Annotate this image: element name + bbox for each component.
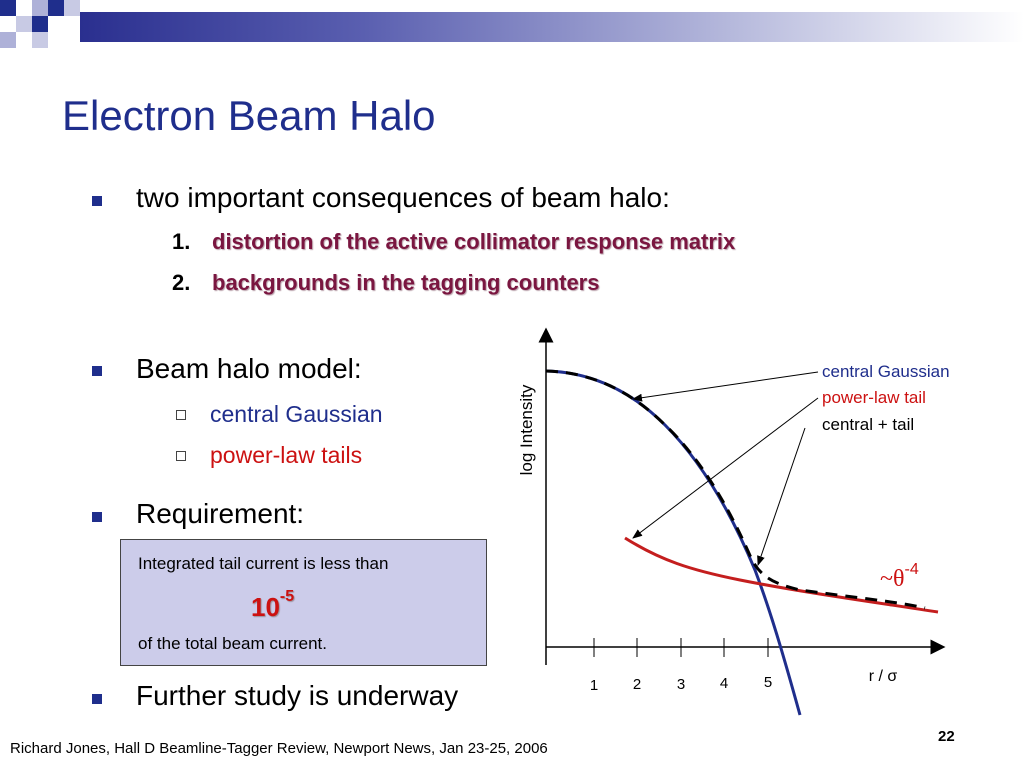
bullet-square-icon — [92, 694, 102, 704]
bullet-further-study: Further study is underway — [136, 680, 459, 711]
deco-square — [48, 0, 64, 16]
consequence-item: backgrounds in the tagging counters — [212, 270, 600, 295]
slide-title: Electron Beam Halo — [62, 92, 436, 139]
legend-gaussian: central Gaussian — [822, 362, 950, 381]
requirement-text: Integrated tail current is less than — [138, 554, 389, 573]
power-law-annotation: ~θ-4 — [880, 561, 919, 592]
gaussian-curve — [545, 369, 802, 716]
deco-square — [0, 0, 16, 16]
requirement-box: Integrated tail current is less than 10-… — [120, 539, 487, 666]
header-gradient-bar — [80, 12, 1024, 42]
model-item-tails: power-law tails — [210, 442, 363, 468]
list-number: 2. — [172, 270, 191, 295]
value-base: 10 — [251, 592, 280, 622]
leader-sum — [757, 427, 806, 566]
model-item-gaussian: central Gaussian — [210, 401, 383, 427]
hollow-square-bullet-icon — [176, 451, 186, 461]
x-tick-label: 4 — [720, 675, 728, 692]
x-axis-label: r / σ — [869, 668, 898, 685]
header-decoration — [0, 0, 1024, 48]
x-tick-label: 5 — [764, 674, 772, 691]
x-ticks: 1 2 3 4 5 — [590, 638, 772, 694]
deco-square — [0, 32, 16, 48]
list-number: 1. — [172, 229, 191, 254]
bullet-square-icon — [92, 196, 102, 206]
y-axis-label: log Intensity — [517, 384, 536, 475]
leader-gaussian — [632, 371, 819, 402]
annotation-exponent: -4 — [904, 561, 918, 578]
value-exponent: -5 — [279, 588, 295, 605]
deco-square — [48, 16, 64, 32]
footer-text: Richard Jones, Hall D Beamline-Tagger Re… — [10, 740, 548, 757]
deco-square — [16, 0, 32, 16]
bullet-square-icon — [92, 366, 102, 376]
bullet-square-icon — [92, 512, 102, 522]
deco-square — [32, 0, 48, 16]
requirement-value: 10-5 — [251, 588, 294, 623]
requirement-text: of the total beam current. — [138, 634, 327, 653]
legend-sum: central + tail — [822, 415, 914, 434]
x-tick-label: 1 — [590, 677, 598, 694]
bullet-requirement: Requirement: — [136, 498, 305, 529]
annotation-prefix: ~θ — [880, 566, 904, 592]
leader-tail — [632, 397, 819, 539]
x-tick-label: 2 — [633, 676, 641, 693]
legend-tail: power-law tail — [822, 388, 926, 407]
consequence-item: distortion of the active collimator resp… — [212, 229, 736, 254]
bullet-consequences: two important consequences of beam halo: — [136, 182, 670, 213]
page-number: 22 — [938, 728, 955, 745]
sum-curve — [545, 369, 926, 610]
hollow-square-bullet-icon — [176, 410, 186, 420]
tail-curve — [624, 536, 939, 614]
deco-square — [32, 16, 48, 32]
deco-square — [64, 0, 80, 16]
bullet-model: Beam halo model: — [136, 353, 362, 384]
x-tick-label: 3 — [677, 676, 685, 693]
deco-square — [16, 16, 32, 32]
deco-square — [32, 32, 48, 48]
